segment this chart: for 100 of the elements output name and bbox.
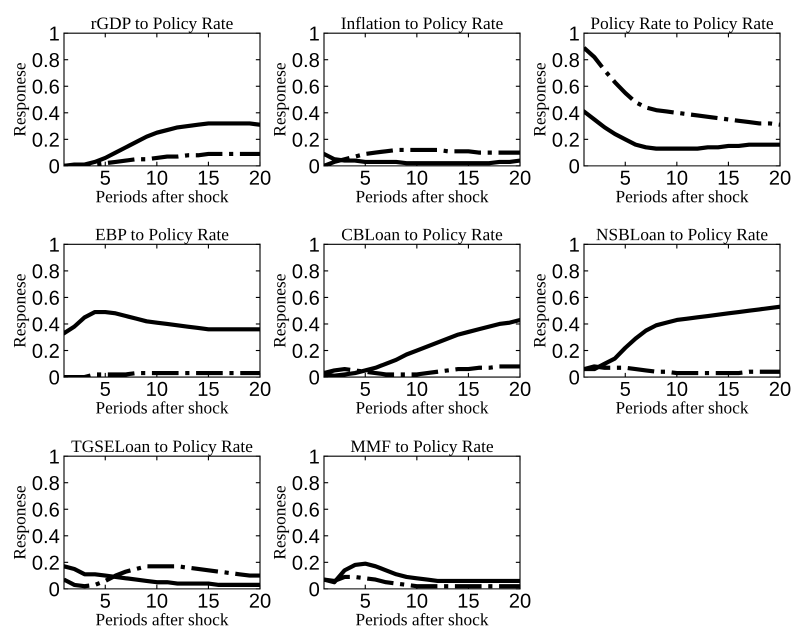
x-tick-label: 10: [667, 382, 688, 396]
chart-title: MMF to Policy Rate: [350, 440, 494, 456]
x-tick-label: 5: [360, 170, 370, 185]
x-tick-label: 15: [458, 382, 479, 396]
y-tick-label: 1: [310, 238, 319, 252]
x-tick-label: 20: [250, 382, 270, 396]
x-tick-label: 10: [407, 594, 428, 608]
x-tick-label: 5: [360, 594, 370, 608]
y-tick-label: 0: [309, 582, 320, 596]
y-tick-label: 0.4: [32, 106, 60, 120]
y-tick-label: 1: [50, 238, 59, 252]
y-tick-label: 0.2: [552, 132, 579, 147]
x-tick-label: 10: [407, 382, 428, 396]
y-tick-label: 0.2: [32, 344, 59, 358]
y-tick-label: 0.8: [32, 52, 59, 68]
x-tick-label: 20: [770, 382, 790, 396]
y-tick-label: 0.8: [552, 264, 579, 278]
y-axis-title: Responese: [14, 63, 30, 136]
y-tick-label: 1: [50, 26, 59, 40]
y-tick-label: 0.2: [32, 132, 59, 147]
x-tick-label: 10: [667, 170, 688, 185]
x-tick-label: 20: [510, 594, 530, 608]
x-tick-label: 20: [510, 382, 530, 396]
y-tick-label: 0.6: [292, 290, 319, 305]
x-tick-label: 20: [250, 594, 270, 608]
y-axis-title: Responese: [274, 274, 290, 348]
y-tick-label: 0.6: [552, 290, 579, 305]
y-tick-label: 0.4: [292, 529, 320, 544]
x-tick-label: 15: [458, 170, 479, 185]
y-tick-label: 0.4: [292, 317, 320, 332]
y-tick-label: 0.4: [32, 317, 60, 332]
y-tick-label: 1: [310, 450, 319, 464]
chart-title: Policy Rate to Policy Rate: [590, 16, 774, 33]
x-tick-label: 10: [407, 170, 428, 185]
x-axis-title: Periods after shock: [96, 401, 229, 414]
y-tick-label: 0.2: [552, 344, 579, 358]
y-tick-label: 0: [49, 582, 60, 596]
y-tick-label: 0: [569, 159, 580, 174]
y-axis-title: Responese: [14, 274, 30, 348]
y-tick-label: 0.8: [552, 52, 579, 68]
x-tick-label: 20: [770, 170, 790, 185]
y-tick-label: 0.4: [552, 106, 580, 120]
y-tick-label: 1: [570, 238, 579, 252]
y-tick-label: 0.2: [32, 556, 59, 570]
y-tick-label: 0.6: [32, 502, 59, 517]
y-tick-label: 0.2: [292, 556, 319, 570]
x-tick-label: 15: [198, 170, 219, 185]
x-tick-label: 15: [198, 382, 219, 396]
y-tick-label: 1: [310, 26, 319, 40]
x-tick-label: 15: [198, 594, 219, 608]
chart-title: Inflation to Policy Rate: [341, 16, 503, 33]
y-axis-title: Responese: [14, 486, 30, 560]
y-tick-label: 0.4: [552, 317, 580, 332]
chart-title: rGDP to Policy Rate: [91, 16, 233, 33]
y-tick-label: 0.8: [292, 476, 319, 490]
chart-title: EBP to Policy Rate: [96, 228, 228, 244]
y-tick-label: 0: [569, 370, 580, 385]
x-tick-label: 5: [360, 382, 370, 396]
x-axis-title: Periods after shock: [96, 613, 229, 626]
x-tick-label: 5: [100, 594, 110, 608]
y-tick-label: 0.6: [32, 290, 59, 305]
y-tick-label: 0.8: [32, 264, 59, 278]
y-tick-label: 0: [309, 370, 320, 385]
y-axis-title: Responese: [274, 63, 290, 136]
x-tick-label: 15: [458, 594, 479, 608]
x-axis-title: Periods after shock: [356, 613, 489, 626]
x-tick-label: 20: [510, 170, 530, 185]
x-tick-label: 5: [100, 170, 110, 185]
y-tick-label: 0: [309, 159, 320, 174]
y-tick-label: 0: [49, 159, 60, 174]
y-tick-label: 0.6: [32, 79, 59, 94]
y-tick-label: 0.4: [292, 106, 320, 120]
x-axis-title: Periods after shock: [96, 190, 229, 202]
x-tick-label: 15: [718, 382, 739, 396]
chart-title: TGSELoan to Policy Rate: [71, 440, 252, 456]
x-tick-label: 5: [100, 382, 110, 396]
x-tick-label: 10: [147, 594, 168, 608]
y-tick-label: 1: [50, 450, 59, 464]
y-tick-label: 0.6: [292, 79, 319, 94]
y-tick-label: 0.6: [292, 502, 319, 517]
y-tick-label: 0.8: [32, 476, 59, 490]
y-tick-label: 0.6: [552, 79, 579, 94]
x-axis-title: Periods after shock: [616, 190, 749, 202]
y-tick-label: 1: [570, 26, 579, 40]
y-tick-label: 0.8: [292, 264, 319, 278]
chart-title: NSBLoan to Policy Rate: [596, 228, 768, 244]
y-tick-label: 0: [49, 370, 60, 385]
x-tick-label: 20: [250, 170, 270, 185]
x-tick-label: 5: [620, 382, 630, 396]
x-tick-label: 10: [147, 170, 168, 185]
x-axis-title: Periods after shock: [616, 401, 749, 414]
y-axis-title: Responese: [534, 274, 550, 348]
y-tick-label: 0.8: [292, 52, 319, 68]
x-axis-title: Periods after shock: [356, 401, 489, 414]
x-tick-label: 10: [147, 382, 168, 396]
y-axis-title: Responese: [534, 63, 550, 136]
x-axis-title: Periods after shock: [356, 190, 489, 202]
chart-title: CBLoan to Policy Rate: [342, 228, 502, 244]
y-tick-label: 0.4: [32, 529, 60, 544]
y-axis-title: Responese: [274, 486, 290, 560]
